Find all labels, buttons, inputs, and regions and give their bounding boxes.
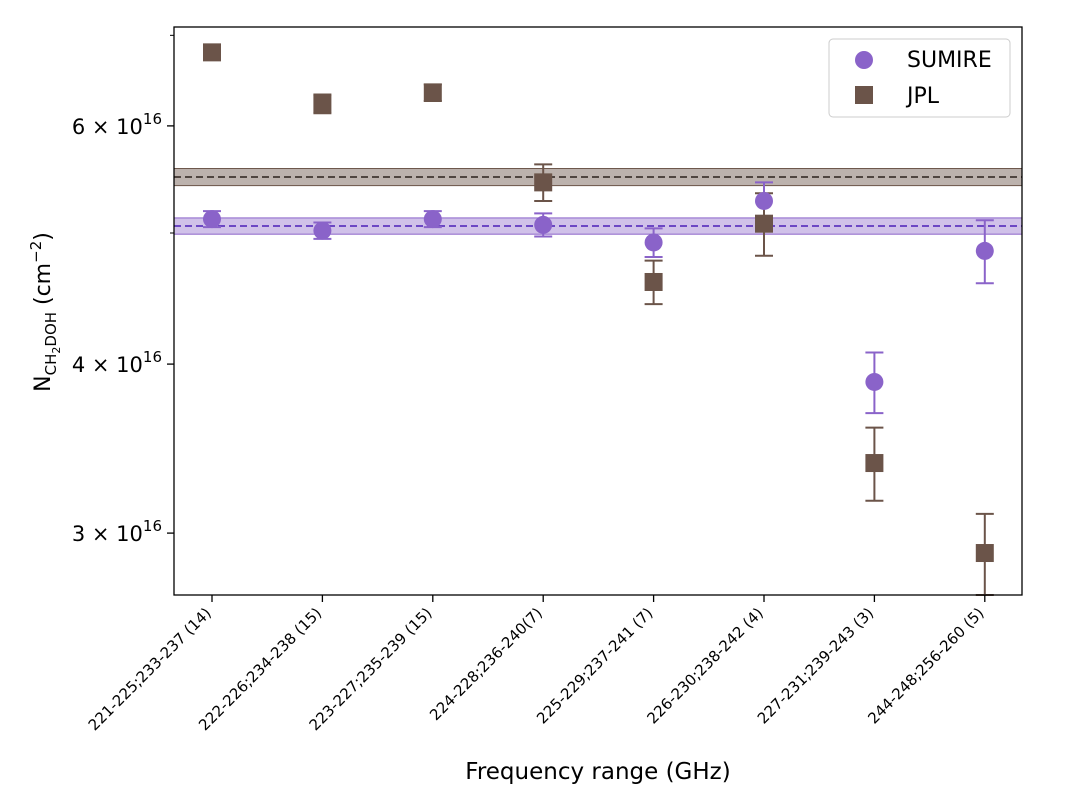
point-sumire-7: [975, 241, 994, 260]
point-sumire-0: [203, 210, 221, 229]
point-sumire-5: [755, 191, 773, 210]
point-jpl-5: [755, 214, 773, 233]
plot-frame: [173, 26, 1023, 596]
point-jpl-0: [203, 43, 221, 62]
y-label-unit-close: ): [31, 232, 56, 241]
y-tick-label-0: 3 × 1016: [72, 517, 162, 546]
point-jpl-4: [644, 272, 663, 291]
y-axis-label: NCH2DOH (cm−2): [27, 232, 63, 392]
y-label-base: N: [31, 375, 56, 391]
mean-bands: [173, 168, 1023, 235]
point-jpl-6: [865, 454, 884, 473]
error-bars: [203, 46, 994, 596]
x-tick-label-5: 226-230;238-242 (4): [643, 604, 766, 727]
point-sumire-1: [313, 221, 332, 240]
legend-box: [828, 38, 1011, 118]
point-jpl-1: [313, 94, 332, 113]
x-tick-label-7: 244-248;256-260 (5): [864, 604, 987, 727]
legend: SUMIRE JPL: [828, 38, 1011, 118]
point-jpl-3: [534, 173, 553, 192]
x-tick-label-4: 225-229;237-241 (7): [533, 604, 656, 727]
x-tick-label-3: 224-228;236-240(7): [426, 604, 546, 724]
x-axis-label: Frequency range (GHz): [465, 759, 730, 785]
point-jpl-7: [975, 544, 994, 563]
point-sumire-3: [534, 215, 553, 234]
legend-label-jpl: JPL: [905, 84, 940, 109]
data-markers: [203, 43, 994, 563]
point-sumire-2: [423, 210, 442, 229]
y-label-unit-open: (cm: [31, 263, 56, 312]
y-axis: 3 × 1016 4 × 1016 6 × 1016: [72, 34, 174, 546]
point-jpl-2: [423, 83, 442, 102]
point-sumire-6: [865, 372, 884, 391]
y-label-sub2: 2: [50, 347, 63, 354]
x-tick-label-6: 227-231;239-243 (3): [754, 604, 877, 727]
x-axis: 221-225;233-237 (14)222-226;234-238 (15)…: [85, 595, 988, 734]
x-tick-label-1: 222-226;234-238 (15): [195, 604, 325, 734]
y-label-sub3: DOH: [42, 312, 60, 347]
legend-label-sumire: SUMIRE: [907, 48, 992, 73]
y-label-unit-sup: −2: [27, 241, 45, 263]
y-label-sub: CH: [42, 354, 60, 376]
point-sumire-4: [644, 233, 663, 252]
legend-marker-jpl: [855, 86, 873, 104]
y-tick-label-2: 6 × 1016: [72, 110, 162, 139]
x-tick-label-2: 223-227;235-239 (15): [306, 604, 436, 734]
y-tick-label-1: 4 × 1016: [72, 348, 162, 377]
legend-marker-sumire: [855, 51, 873, 69]
x-tick-label-0: 221-225;233-237 (14): [85, 604, 215, 734]
